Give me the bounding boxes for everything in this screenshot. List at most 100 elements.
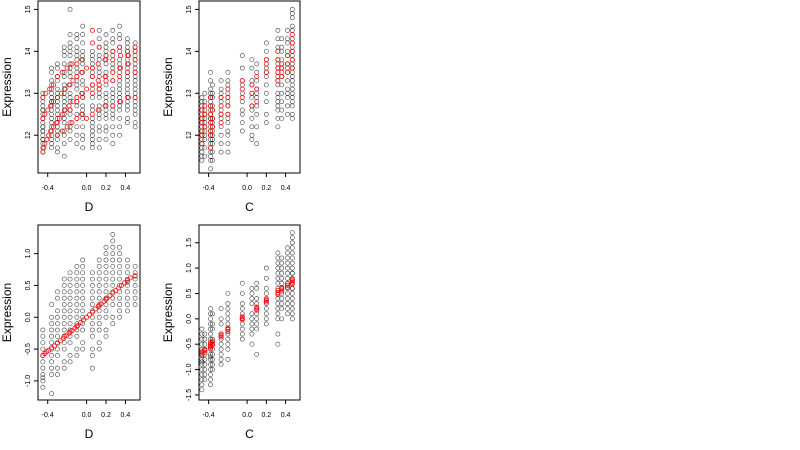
fitted-point bbox=[199, 132, 205, 138]
observed-point bbox=[285, 260, 290, 266]
fitted-point bbox=[53, 120, 60, 126]
observed-point bbox=[90, 69, 95, 75]
observed-point bbox=[279, 116, 285, 121]
fitted-point bbox=[121, 280, 128, 286]
observed-point bbox=[132, 90, 138, 96]
fitted-point bbox=[103, 296, 109, 303]
observed-point bbox=[110, 302, 116, 307]
fitted-point bbox=[218, 120, 224, 126]
observed-point bbox=[110, 124, 116, 130]
observed-point bbox=[208, 331, 213, 337]
observed-point bbox=[275, 124, 281, 130]
observed-point bbox=[218, 306, 224, 312]
observed-point bbox=[254, 95, 260, 100]
fitted-point bbox=[118, 282, 125, 289]
observed-point bbox=[275, 103, 281, 109]
observed-point bbox=[55, 128, 60, 134]
observed-point bbox=[90, 103, 95, 109]
fitted-point bbox=[117, 44, 123, 50]
fitted-point bbox=[207, 94, 214, 101]
observed-point bbox=[254, 111, 260, 117]
observed-point bbox=[67, 340, 73, 346]
fitted-point bbox=[118, 99, 124, 105]
observed-point bbox=[67, 44, 73, 50]
observed-point bbox=[40, 99, 46, 105]
plot-frame bbox=[198, 0, 301, 174]
x-tick-label: 0.4 bbox=[281, 412, 291, 419]
fitted-point bbox=[113, 287, 119, 294]
observed-point bbox=[202, 357, 208, 362]
observed-point bbox=[90, 57, 95, 63]
observed-point bbox=[289, 306, 295, 312]
observed-point bbox=[225, 291, 231, 296]
observed-point bbox=[67, 69, 73, 75]
observed-point bbox=[210, 311, 215, 317]
observed-point bbox=[279, 270, 285, 276]
observed-point bbox=[218, 124, 224, 130]
observed-point bbox=[67, 295, 73, 301]
observed-point bbox=[110, 36, 116, 42]
observed-point bbox=[49, 116, 54, 121]
observed-point bbox=[49, 145, 54, 151]
observed-point bbox=[74, 132, 80, 138]
observed-point bbox=[67, 276, 73, 282]
fitted-point bbox=[74, 115, 80, 122]
observed-point bbox=[96, 314, 102, 320]
observed-point bbox=[132, 99, 138, 105]
fitted-point bbox=[110, 78, 116, 84]
fitted-point bbox=[263, 296, 269, 302]
fitted-point bbox=[289, 48, 295, 54]
observed-point bbox=[40, 103, 46, 109]
observed-point bbox=[67, 40, 73, 46]
observed-point bbox=[199, 95, 205, 100]
observed-point bbox=[239, 321, 245, 327]
fitted-point bbox=[199, 349, 205, 355]
observed-point bbox=[124, 99, 130, 105]
observed-point bbox=[110, 86, 116, 92]
observed-point bbox=[132, 270, 138, 276]
observed-point bbox=[90, 314, 95, 320]
fitted-point bbox=[225, 111, 231, 117]
observed-point bbox=[202, 367, 208, 372]
fitted-point bbox=[199, 352, 205, 358]
observed-point bbox=[202, 145, 208, 151]
observed-point bbox=[40, 124, 46, 130]
observed-point bbox=[210, 326, 215, 332]
observed-point bbox=[55, 327, 60, 333]
fitted-point bbox=[40, 149, 46, 155]
observed-point bbox=[239, 65, 245, 71]
fitted-point bbox=[284, 61, 291, 67]
observed-point bbox=[117, 86, 122, 92]
observed-point bbox=[96, 327, 102, 333]
observed-point bbox=[199, 359, 205, 365]
observed-point bbox=[61, 82, 67, 88]
fitted-point bbox=[289, 281, 295, 287]
observed-point bbox=[285, 250, 290, 256]
observed-point bbox=[275, 116, 281, 121]
y-tick-label: 14 bbox=[186, 47, 193, 55]
fitted-point bbox=[54, 94, 60, 101]
observed-point bbox=[117, 23, 122, 29]
observed-point bbox=[202, 372, 208, 378]
observed-point bbox=[103, 137, 109, 142]
observed-point bbox=[40, 120, 46, 126]
fitted-point bbox=[46, 347, 52, 353]
plot-frame bbox=[37, 224, 141, 401]
x-tick-label: 0.2 bbox=[101, 185, 111, 192]
observed-point bbox=[49, 372, 54, 377]
observed-point bbox=[61, 141, 67, 147]
observed-point bbox=[285, 311, 290, 317]
fitted-point bbox=[96, 86, 102, 92]
observed-point bbox=[132, 295, 138, 301]
fitted-point bbox=[249, 103, 255, 109]
observed-point bbox=[110, 257, 116, 263]
observed-point bbox=[96, 128, 102, 134]
observed-point bbox=[263, 265, 269, 271]
observed-point bbox=[249, 331, 255, 337]
observed-point bbox=[254, 90, 260, 96]
observed-point bbox=[90, 145, 95, 151]
fitted-point bbox=[279, 284, 285, 290]
fitted-point bbox=[279, 288, 285, 294]
observed-point bbox=[110, 314, 116, 320]
observed-point bbox=[285, 255, 290, 261]
